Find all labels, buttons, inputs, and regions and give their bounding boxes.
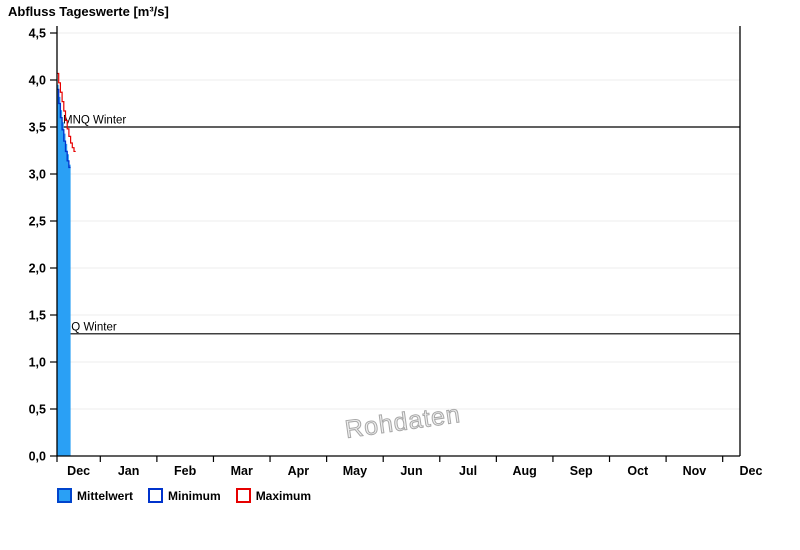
series-maximum-line (57, 72, 76, 153)
legend: Mittelwert Minimum Maximum (57, 488, 311, 503)
x-tick-label: Nov (683, 464, 707, 478)
y-tick-label: 0,0 (29, 450, 46, 464)
legend-swatch-mittelwert (57, 488, 72, 503)
legend-swatch-maximum (235, 488, 251, 503)
y-tick-label: 4,5 (29, 27, 46, 41)
x-tick-label: Oct (627, 464, 649, 478)
y-tick-label: 1,0 (29, 356, 46, 370)
series-minimum-line (57, 88, 71, 169)
legend-item-minimum: Minimum (148, 488, 221, 503)
threshold-label: NQ Winter (63, 321, 117, 333)
x-tick-label: Sep (570, 464, 593, 478)
legend-item-mittelwert: Mittelwert (57, 488, 133, 503)
chart-title: Abfluss Tageswerte [m³/s] (8, 4, 169, 19)
y-tick-label: 2,5 (29, 215, 46, 229)
legend-item-maximum: Maximum (235, 488, 312, 503)
legend-swatch-minimum (148, 488, 164, 503)
x-tick-label: Dec (740, 464, 763, 478)
x-tick-label: Dec (67, 464, 90, 478)
x-tick-label: Jul (459, 464, 477, 478)
legend-label-minimum: Minimum (168, 488, 221, 503)
x-tick-label: Apr (288, 464, 310, 478)
y-tick-label: 4,0 (29, 74, 46, 88)
x-tick-label: Feb (174, 464, 197, 478)
y-tick-label: 1,5 (29, 309, 46, 323)
y-tick-label: 0,5 (29, 403, 46, 417)
x-tick-label: Aug (512, 464, 536, 478)
series-mittelwert-area (57, 84, 71, 456)
x-tick-label: Jan (118, 464, 140, 478)
y-tick-label: 3,5 (29, 121, 46, 135)
y-tick-label: 3,0 (29, 168, 46, 182)
legend-label-mittelwert: Mittelwert (77, 488, 134, 503)
x-tick-label: May (343, 464, 367, 478)
threshold-label: MNQ Winter (63, 115, 126, 127)
x-tick-label: Jun (400, 464, 422, 478)
x-tick-label: Mar (231, 464, 253, 478)
y-tick-label: 2,0 (29, 262, 46, 276)
legend-label-maximum: Maximum (255, 488, 312, 503)
